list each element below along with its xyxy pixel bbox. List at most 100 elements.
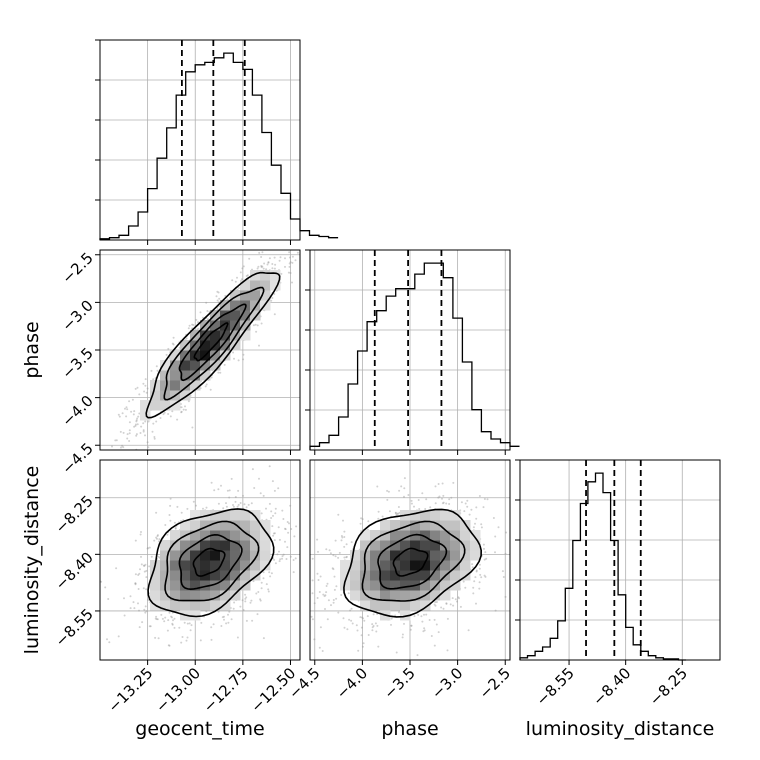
sample-point xyxy=(166,533,169,536)
sample-point xyxy=(132,413,135,416)
sample-point xyxy=(335,597,338,600)
sample-point xyxy=(361,616,363,619)
sample-point xyxy=(155,615,158,618)
density-cell xyxy=(340,560,351,571)
sample-point xyxy=(183,621,186,624)
density-cell xyxy=(230,300,241,311)
sample-point xyxy=(137,588,140,590)
sample-point xyxy=(292,559,295,561)
density-cell xyxy=(430,530,441,541)
sample-point xyxy=(442,501,445,504)
sample-point xyxy=(362,642,365,645)
sample-point xyxy=(184,408,187,411)
sample-point xyxy=(239,502,242,504)
sample-point xyxy=(330,604,332,607)
sample-point xyxy=(316,572,319,575)
sample-point xyxy=(286,521,289,523)
sample-point xyxy=(483,498,486,500)
sample-point xyxy=(205,383,208,386)
density-cell xyxy=(250,520,261,531)
density-cell xyxy=(250,570,261,581)
density-cell xyxy=(450,520,461,531)
sample-point xyxy=(457,596,460,599)
density-cell xyxy=(430,510,441,521)
density-cell xyxy=(170,350,181,361)
sample-point xyxy=(233,601,236,604)
sample-point xyxy=(167,347,170,350)
density-cell xyxy=(410,560,421,571)
density-cell xyxy=(390,590,401,601)
sample-point xyxy=(400,485,403,488)
sample-point xyxy=(138,393,141,396)
sample-point xyxy=(265,583,268,586)
density-cell xyxy=(150,400,161,411)
sample-point xyxy=(466,505,469,508)
sample-point xyxy=(359,522,362,525)
density-cell xyxy=(150,390,161,401)
sample-point xyxy=(217,610,220,613)
density-cell xyxy=(460,560,471,571)
sample-point xyxy=(478,567,481,570)
sample-point xyxy=(460,501,463,504)
sample-point xyxy=(494,535,497,538)
sample-point xyxy=(325,585,328,587)
sample-point xyxy=(485,557,488,560)
density-cell xyxy=(430,540,441,551)
sample-point xyxy=(106,638,108,641)
sample-point xyxy=(278,259,281,262)
density-cell xyxy=(390,550,401,561)
density-cell xyxy=(190,510,201,521)
sample-point xyxy=(126,408,129,411)
sample-point xyxy=(357,649,360,652)
sample-point xyxy=(236,505,239,508)
histogram-luminosity_distance xyxy=(519,472,686,661)
density-cell xyxy=(230,530,241,541)
sample-point xyxy=(446,649,449,652)
sample-point xyxy=(474,576,477,579)
density-cell xyxy=(170,380,181,391)
sample-point xyxy=(346,628,349,631)
sample-point xyxy=(287,271,290,274)
sample-point xyxy=(413,615,416,618)
sample-point xyxy=(478,587,481,590)
sample-point xyxy=(191,323,194,326)
sample-point xyxy=(115,439,118,442)
sample-point xyxy=(472,586,475,589)
sample-point xyxy=(162,413,165,416)
density-cell xyxy=(380,520,391,531)
sample-point xyxy=(242,353,245,356)
sample-point xyxy=(367,634,370,636)
sample-point xyxy=(174,526,177,529)
density-cell xyxy=(420,550,431,561)
density-cell xyxy=(420,520,431,531)
sample-point xyxy=(115,567,118,570)
sample-point xyxy=(228,489,231,492)
density-cell xyxy=(470,530,481,541)
sample-point xyxy=(154,617,157,620)
sample-point xyxy=(134,582,137,585)
sample-point xyxy=(401,633,404,636)
sample-point xyxy=(331,567,334,570)
sample-point xyxy=(274,507,277,510)
density-cell xyxy=(210,540,221,551)
sample-point xyxy=(144,605,147,608)
density-cell xyxy=(380,550,391,561)
density-cell xyxy=(200,550,211,561)
density-cell xyxy=(250,270,261,281)
sample-point xyxy=(237,287,240,289)
sample-point xyxy=(425,613,428,616)
sample-point xyxy=(262,494,265,497)
sample-point xyxy=(146,387,149,390)
density-cell xyxy=(220,520,231,531)
sample-point xyxy=(139,533,142,536)
density-cell xyxy=(400,580,411,591)
sample-point xyxy=(395,513,398,516)
sample-point xyxy=(273,539,276,542)
sample-point xyxy=(273,267,276,270)
density-cell xyxy=(220,570,231,581)
density-cell xyxy=(450,580,461,591)
density-cell xyxy=(170,560,181,571)
sample-point xyxy=(463,510,466,513)
density-cell xyxy=(260,520,271,531)
density-cell xyxy=(400,540,411,551)
